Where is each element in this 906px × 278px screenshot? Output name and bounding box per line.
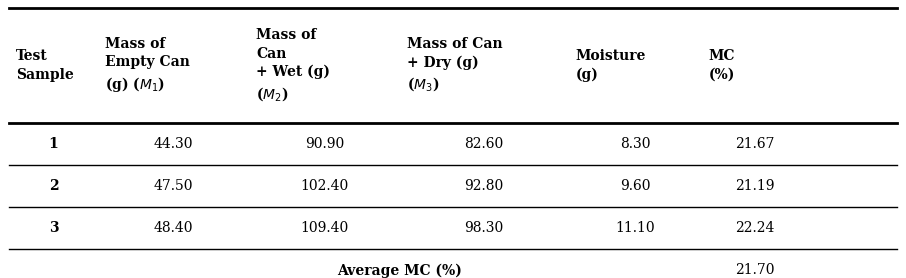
Text: 8.30: 8.30 bbox=[620, 137, 651, 151]
Text: 3: 3 bbox=[49, 221, 58, 235]
Text: Mass of
Empty Can
(g) ($M_1$): Mass of Empty Can (g) ($M_1$) bbox=[105, 37, 190, 94]
Text: Average MC (%): Average MC (%) bbox=[337, 263, 462, 277]
Text: MC
(%): MC (%) bbox=[708, 49, 736, 81]
Text: 9.60: 9.60 bbox=[620, 179, 651, 193]
Text: Mass of
Can
+ Wet (g)
($M_2$): Mass of Can + Wet (g) ($M_2$) bbox=[256, 28, 330, 103]
Text: 21.19: 21.19 bbox=[735, 179, 775, 193]
Text: 92.80: 92.80 bbox=[465, 179, 504, 193]
Text: 47.50: 47.50 bbox=[154, 179, 193, 193]
Text: 2: 2 bbox=[49, 179, 58, 193]
Text: Mass of Can
+ Dry (g)
($M_3$): Mass of Can + Dry (g) ($M_3$) bbox=[407, 37, 503, 93]
Text: 11.10: 11.10 bbox=[615, 221, 655, 235]
Text: 21.67: 21.67 bbox=[735, 137, 775, 151]
Text: 90.90: 90.90 bbox=[304, 137, 344, 151]
Text: 48.40: 48.40 bbox=[154, 221, 193, 235]
Text: 21.70: 21.70 bbox=[735, 263, 775, 277]
Text: Test
Sample: Test Sample bbox=[16, 49, 74, 81]
Text: 1: 1 bbox=[49, 137, 58, 151]
Text: 109.40: 109.40 bbox=[300, 221, 349, 235]
Text: 102.40: 102.40 bbox=[300, 179, 349, 193]
Text: 98.30: 98.30 bbox=[465, 221, 504, 235]
Text: 82.60: 82.60 bbox=[465, 137, 504, 151]
Text: Moisture
(g): Moisture (g) bbox=[575, 49, 646, 82]
Text: 22.24: 22.24 bbox=[735, 221, 775, 235]
Text: 44.30: 44.30 bbox=[154, 137, 193, 151]
